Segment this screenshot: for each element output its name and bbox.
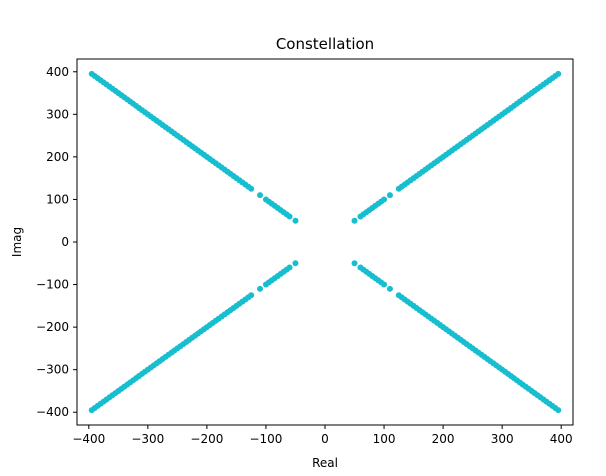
y-tick-label: 300 xyxy=(46,107,69,121)
x-tick-label: 300 xyxy=(491,432,514,446)
x-axis-label: Real xyxy=(312,456,338,470)
scatter-point xyxy=(555,407,562,414)
x-tick-label: 400 xyxy=(550,432,573,446)
scatter-point xyxy=(386,285,393,292)
scatter-point xyxy=(292,217,299,224)
chart-title: Constellation xyxy=(276,35,374,53)
x-tick-label: 0 xyxy=(321,432,329,446)
y-tick-label: −400 xyxy=(36,405,69,419)
x-tick-label: −300 xyxy=(131,432,164,446)
y-axis-ticks: −400 −300 −200 −100 0 100 200 300 400 xyxy=(36,65,77,419)
scatter-point xyxy=(386,192,393,199)
scatter-point xyxy=(262,281,269,288)
y-tick-label: 400 xyxy=(46,65,69,79)
scatter-point xyxy=(257,285,264,292)
y-axis-label: Imag xyxy=(10,227,24,257)
x-tick-label: 200 xyxy=(432,432,455,446)
scatter-point xyxy=(292,260,299,267)
y-tick-label: 100 xyxy=(46,192,69,206)
x-tick-label: 100 xyxy=(373,432,396,446)
scatter-point xyxy=(555,70,562,77)
scatter-point xyxy=(88,70,95,77)
y-tick-label: −300 xyxy=(36,363,69,377)
scatter-point xyxy=(351,217,358,224)
scatter-point xyxy=(88,407,95,414)
scatter-point xyxy=(257,192,264,199)
y-tick-label: −100 xyxy=(36,278,69,292)
x-axis-ticks: −400 −300 −200 −100 0 100 200 300 400 xyxy=(72,425,573,446)
scatter-point xyxy=(262,196,269,203)
scatter-point xyxy=(351,260,358,267)
x-tick-label: −100 xyxy=(249,432,282,446)
x-tick-label: −200 xyxy=(190,432,223,446)
y-tick-label: −200 xyxy=(36,320,69,334)
x-tick-label: −400 xyxy=(72,432,105,446)
scatter-points xyxy=(88,70,562,414)
scatter-point xyxy=(381,196,388,203)
scatter-point xyxy=(381,281,388,288)
y-tick-label: 200 xyxy=(46,150,69,164)
y-tick-label: 0 xyxy=(61,235,69,249)
